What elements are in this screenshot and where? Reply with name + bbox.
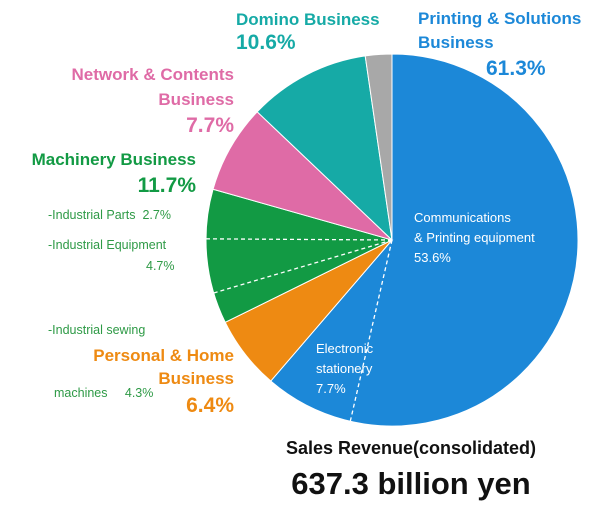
label-network-pct: 7.7% bbox=[186, 114, 234, 137]
label-industrial-sewing-pct: machines 4.3% bbox=[54, 386, 154, 400]
label-industrial-sewing: -Industrial sewing machines 4.3% bbox=[48, 278, 153, 425]
label-network-name-2: Business bbox=[158, 90, 234, 109]
pie-slice-other bbox=[364, 53, 393, 241]
label-industrial-parts: -Industrial Parts 2.7% bbox=[48, 208, 171, 222]
sales-revenue-subtitle: Sales Revenue(consolidated) bbox=[285, 438, 537, 458]
pie-slice-printing-solutions-business bbox=[270, 53, 579, 427]
label-printing: Printing & Solutions Business 61.3% bbox=[418, 7, 608, 83]
label-personal-name-1: Personal & Home bbox=[93, 346, 234, 365]
label-domino-name: Domino Business bbox=[236, 10, 380, 29]
label-network: Network & Contents Business 7.7% bbox=[20, 62, 234, 140]
label-industrial-equipment-pct: 4.7% bbox=[146, 259, 175, 273]
label-communications-line-2: & Printing equipment bbox=[414, 230, 535, 245]
label-personal-pct: 6.4% bbox=[186, 394, 234, 417]
label-machinery-name: Machinery Business bbox=[31, 150, 196, 169]
label-machinery: Machinery Business 11.7% bbox=[2, 149, 196, 201]
label-printing-name-2: Business bbox=[418, 33, 494, 52]
label-electronic-line-1: Electronic bbox=[316, 341, 374, 356]
label-printing-name-1: Printing & Solutions bbox=[418, 9, 582, 28]
label-industrial-sewing-name: -Industrial sewing bbox=[48, 323, 146, 337]
divider-industrial-equipment bbox=[205, 238, 393, 241]
sub-segment-dividers bbox=[205, 238, 393, 422]
divider-communications-printing-equipment bbox=[349, 239, 393, 422]
label-personal-name-2: Business bbox=[158, 369, 234, 388]
label-printing-pct: 61.3% bbox=[486, 57, 546, 80]
label-industrial-equipment-name: -Industrial Equipment bbox=[48, 238, 167, 252]
label-domino: Domino Business 10.6% bbox=[236, 10, 406, 56]
label-domino-pct: 10.6% bbox=[236, 31, 296, 54]
pie-slice-domino-business bbox=[256, 55, 393, 242]
label-electronic-line-2: stationery bbox=[316, 361, 373, 376]
divider-industrial-parts bbox=[213, 239, 393, 294]
label-communications: Communications & Printing equipment 53.6… bbox=[414, 208, 535, 268]
label-personal: Personal & Home Business 6.4% bbox=[40, 344, 234, 422]
pie-slice-machinery-business bbox=[205, 188, 394, 324]
sales-revenue-total: 637.3 billion yen bbox=[291, 466, 531, 501]
pie-slices bbox=[205, 53, 579, 427]
label-communications-line-1: Communications bbox=[414, 210, 511, 225]
label-industrial-equipment: -Industrial Equipment 4.7% bbox=[48, 235, 175, 277]
label-electronic-stationery: Electronic stationery 7.7% bbox=[316, 339, 373, 399]
label-network-name-1: Network & Contents bbox=[71, 65, 234, 84]
label-communications-pct: 53.6% bbox=[414, 250, 451, 265]
label-machinery-pct: 11.7% bbox=[137, 174, 196, 197]
label-electronic-pct: 7.7% bbox=[316, 381, 346, 396]
